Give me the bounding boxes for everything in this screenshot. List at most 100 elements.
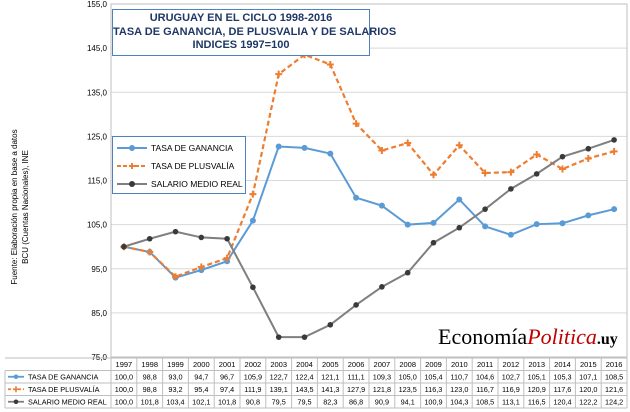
data-point <box>610 147 618 155</box>
series-line-1 <box>123 53 615 278</box>
table-cell: 90,9 <box>375 398 389 407</box>
table-cell: 110,7 <box>450 373 468 382</box>
table-cell: 120,9 <box>528 385 546 394</box>
table-cell: 101,8 <box>141 398 159 407</box>
data-point <box>456 196 463 203</box>
table-cell: 105,9 <box>244 373 262 382</box>
table-cell: 98,8 <box>143 373 157 382</box>
data-point <box>559 153 566 160</box>
table-legend-marker <box>13 374 19 380</box>
data-point <box>146 248 154 256</box>
y-tick-label: 95,0 <box>91 265 107 274</box>
plot-border <box>110 3 628 358</box>
data-point <box>430 239 437 246</box>
x-tick-label: 2013 <box>528 360 545 369</box>
source-note: Fuente: Elaboración propia en base a dat… <box>10 129 30 285</box>
data-point <box>455 141 463 149</box>
table-cell: 141,3 <box>321 385 339 394</box>
table-cell: 116,5 <box>528 398 546 407</box>
table-cell: 139,1 <box>270 385 288 394</box>
y-tick-label: 105,0 <box>87 221 108 230</box>
data-point <box>378 202 385 209</box>
table-legend-marker <box>13 399 19 405</box>
table-cell: 94,1 <box>401 398 415 407</box>
x-tick-label: 2000 <box>193 360 210 369</box>
x-tick-label: 2004 <box>296 360 313 369</box>
x-tick-label: 2006 <box>348 360 365 369</box>
table-series-name: TASA DE GANANCIA <box>28 373 99 382</box>
table-series-name: TASA DE PLUSVALÍA <box>28 385 100 394</box>
series-line-0 <box>123 145 615 279</box>
table-cell: 108,5 <box>605 373 623 382</box>
table-cell: 90,8 <box>246 398 260 407</box>
data-point <box>533 171 540 177</box>
chart-title: URUGUAY EN EL CICLO 1998-2016 TASA DE GA… <box>112 9 396 56</box>
table-cell: 100,9 <box>424 398 442 407</box>
legend-label-salario: SALARIO MEDIO REAL <box>151 179 243 189</box>
table-cell: 105,4 <box>424 373 442 382</box>
data-point <box>301 334 308 340</box>
table-cell: 122,7 <box>270 373 288 382</box>
table-cell: 101,8 <box>218 398 236 407</box>
x-tick-label: 2016 <box>606 360 623 369</box>
data-point <box>379 284 385 290</box>
data-point <box>430 171 437 179</box>
y-axis-ticks: 75,085,095,0105,0115,0125,0135,0145,0155… <box>87 0 108 362</box>
data-point <box>559 220 566 227</box>
table-cell: 97,4 <box>220 385 234 394</box>
data-point <box>585 212 592 219</box>
data-point <box>249 217 256 224</box>
table-cell: 95,4 <box>194 385 208 394</box>
data-point <box>430 219 437 226</box>
data-point <box>456 224 463 231</box>
table-cell: 117,6 <box>554 385 572 394</box>
y-tick-label: 125,0 <box>87 132 108 141</box>
table-cell: 124,2 <box>605 398 623 407</box>
data-point <box>404 269 411 276</box>
data-point <box>121 243 127 250</box>
data-point <box>611 137 617 143</box>
series-lines <box>120 51 618 340</box>
data-point <box>584 154 592 162</box>
table-cell: 100,0 <box>115 373 133 382</box>
data-point <box>275 143 282 150</box>
table-cell: 107,1 <box>579 373 597 382</box>
data-point <box>172 273 179 281</box>
x-tick-label: 2007 <box>374 360 391 369</box>
table-cell: 116,3 <box>425 385 443 394</box>
table-cell: 93,0 <box>168 373 182 382</box>
table-cell: 105,3 <box>553 373 571 382</box>
y-tick-label: 135,0 <box>87 88 108 97</box>
data-point <box>611 206 618 213</box>
table-cell: 104,6 <box>476 373 494 382</box>
data-point <box>559 165 566 173</box>
y-tick-label: 155,0 <box>87 0 108 9</box>
data-point <box>533 221 540 228</box>
y-tick-label: 145,0 <box>87 44 108 53</box>
table-cell: 82,3 <box>323 398 337 407</box>
x-tick-label: 2008 <box>399 360 416 369</box>
data-point <box>508 186 514 192</box>
table-cell: 120,4 <box>553 398 571 407</box>
table-cell: 105,1 <box>528 373 546 382</box>
data-point <box>533 150 541 158</box>
table-cell: 120,0 <box>579 385 597 394</box>
table-cell: 116,7 <box>476 385 494 394</box>
data-point <box>481 169 489 177</box>
x-tick-label: 2003 <box>270 360 287 369</box>
table-cell: 108,5 <box>476 398 494 407</box>
table-series-name: SALARIO MEDIO REAL <box>28 398 107 407</box>
table-cell: 102,1 <box>192 398 210 407</box>
legend-label-ganancia: TASA DE GANANCIA <box>151 143 234 153</box>
table-cell: 96,7 <box>220 373 234 382</box>
data-point <box>353 194 360 201</box>
table-cell: 105,0 <box>399 373 417 382</box>
table-cell: 143,5 <box>295 385 313 394</box>
title-line-3: INDICES 1997=100 <box>192 39 290 51</box>
x-tick-label: 1999 <box>167 360 184 369</box>
x-tick-label: 2010 <box>451 360 468 369</box>
table-cell: 121,8 <box>373 385 391 394</box>
data-point <box>146 235 153 242</box>
brand-part-2: Politica <box>527 324 597 349</box>
brand-logo: EconomíaPolitica.uy <box>438 324 628 354</box>
